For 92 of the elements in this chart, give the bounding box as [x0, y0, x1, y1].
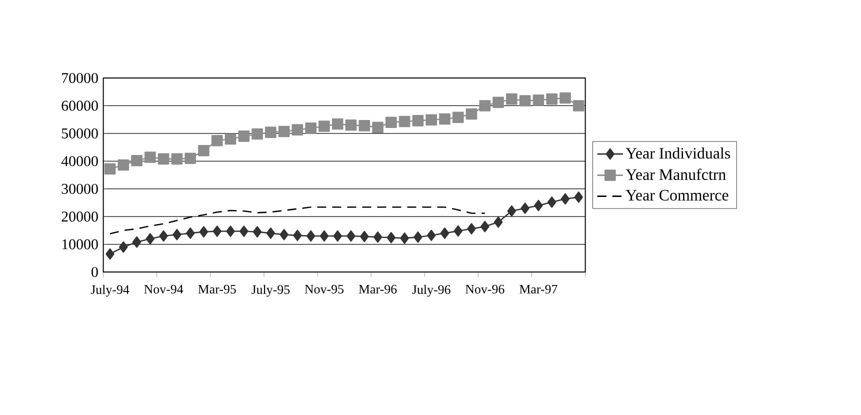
point — [146, 233, 155, 244]
point — [186, 228, 195, 239]
x-tick-label: Mar-95 — [198, 284, 236, 294]
legend-label: Year Manufctrn — [626, 168, 726, 180]
point — [400, 232, 409, 244]
point — [104, 163, 116, 175]
point — [118, 241, 128, 253]
point — [492, 96, 504, 108]
point — [467, 223, 476, 234]
point — [198, 144, 210, 156]
point — [144, 152, 156, 163]
point — [266, 228, 276, 239]
point — [534, 200, 543, 212]
y-tick-label: 30000 — [62, 184, 98, 194]
point — [412, 115, 424, 126]
point — [372, 122, 384, 133]
point — [226, 226, 235, 237]
point — [199, 226, 208, 238]
legend-label: Year Commerce — [626, 190, 728, 201]
point — [560, 92, 571, 104]
point — [346, 230, 356, 242]
point — [132, 236, 142, 248]
point — [358, 120, 370, 132]
x-tick-label: July-94 — [90, 284, 130, 297]
point — [466, 108, 478, 120]
x-tick-label: Nov-95 — [304, 284, 344, 294]
point — [224, 133, 236, 145]
point — [440, 228, 450, 239]
point — [320, 230, 329, 242]
point — [426, 114, 437, 126]
point — [414, 231, 422, 243]
point — [373, 231, 382, 243]
point — [159, 230, 168, 242]
point — [118, 159, 130, 171]
point — [292, 124, 304, 136]
point — [506, 93, 518, 105]
y-tick-label: 40000 — [61, 156, 98, 166]
point — [332, 118, 344, 130]
point — [238, 130, 250, 142]
point — [305, 122, 316, 134]
x-tick-label: July-96 — [412, 284, 450, 297]
point — [386, 232, 396, 244]
point — [306, 230, 316, 242]
point — [318, 120, 330, 132]
point — [520, 202, 530, 214]
point — [293, 230, 302, 242]
point — [494, 216, 503, 228]
x-tick-label: Nov-94 — [144, 284, 184, 294]
point — [386, 116, 397, 128]
point — [239, 226, 248, 237]
point — [452, 112, 464, 124]
point — [574, 192, 584, 203]
point — [454, 225, 463, 237]
point — [252, 226, 262, 238]
point — [547, 196, 556, 208]
x-tick-label: Nov-96 — [465, 284, 504, 294]
point — [507, 205, 516, 217]
point — [212, 226, 222, 237]
point — [345, 119, 357, 131]
y-tick-label: 0 — [92, 266, 98, 278]
point — [158, 153, 170, 165]
point — [211, 134, 223, 146]
point — [131, 154, 142, 166]
point — [106, 248, 114, 260]
y-tick-label: 50000 — [62, 128, 98, 138]
legend-label: Year Individuals — [626, 147, 730, 159]
y-tick-label: 70000 — [62, 72, 98, 84]
x-tick-label: July-95 — [252, 284, 290, 297]
point — [278, 126, 290, 138]
point — [480, 220, 490, 232]
x-tick-label: Mar-97 — [520, 284, 558, 294]
point — [519, 95, 531, 106]
point — [546, 93, 558, 105]
point — [265, 126, 276, 138]
point — [532, 94, 544, 106]
point — [252, 128, 263, 140]
point — [560, 193, 570, 204]
point — [398, 116, 410, 128]
point — [333, 230, 342, 242]
y-tick-label: 10000 — [62, 239, 98, 250]
point — [280, 228, 288, 240]
point — [360, 230, 369, 242]
point — [171, 153, 183, 165]
point — [426, 230, 436, 242]
point — [572, 100, 584, 112]
y-tick-label: 20000 — [62, 212, 98, 222]
point — [479, 100, 491, 112]
point — [172, 228, 182, 240]
x-tick-label: Mar-96 — [358, 284, 397, 294]
point — [184, 152, 196, 164]
point — [439, 113, 450, 125]
y-tick-label: 60000 — [62, 100, 98, 111]
